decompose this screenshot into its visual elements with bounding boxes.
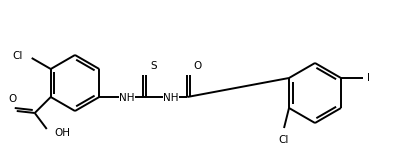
Text: OH: OH	[55, 128, 71, 138]
Text: NH: NH	[119, 93, 135, 103]
Text: Cl: Cl	[279, 135, 289, 145]
Text: I: I	[367, 73, 370, 83]
Text: NH: NH	[164, 93, 179, 103]
Text: O: O	[9, 94, 17, 104]
Text: O: O	[193, 61, 201, 71]
Text: Cl: Cl	[12, 51, 23, 61]
Text: S: S	[150, 61, 156, 71]
